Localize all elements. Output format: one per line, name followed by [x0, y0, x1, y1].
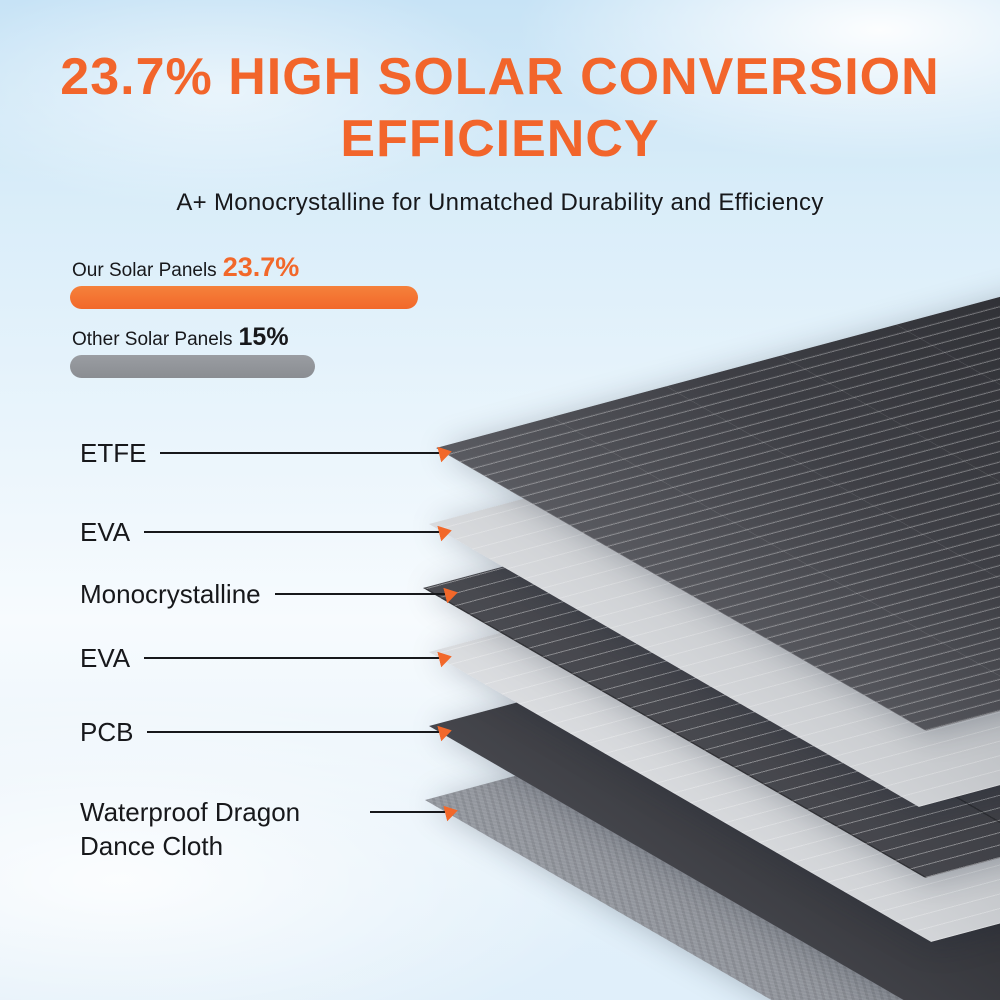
callout-monocrystalline-label: Monocrystalline	[80, 579, 261, 609]
arrow-right-icon	[443, 803, 459, 822]
title-line-2: EFFICIENCY	[340, 110, 660, 169]
callout-eva-bottom: EVA	[80, 641, 452, 675]
callout-eva-bottom-label: EVA	[80, 643, 131, 673]
leader-line	[370, 811, 445, 813]
callout-pcb-label: PCB	[80, 717, 134, 747]
callout-cloth: Waterproof Dragon Dance Cloth	[80, 795, 458, 863]
title-line-1: 23.7% HIGH SOLAR CONVERSION	[60, 48, 940, 106]
header: 23.7% HIGH SOLAR CONVERSION EFFICIENCY A…	[0, 46, 1000, 217]
callout-etfe-label: ETFE	[80, 438, 147, 468]
leader-line	[147, 731, 439, 733]
callout-etfe: ETFE	[80, 436, 452, 470]
our-panels-name: Our Solar Panels	[72, 260, 217, 281]
arrow-right-icon	[437, 523, 453, 542]
arrow-right-icon	[437, 649, 453, 668]
our-panels-label: Our Solar Panels 23.7%	[72, 252, 299, 283]
callout-eva-top-label: EVA	[80, 517, 131, 547]
our-panels-value: 23.7%	[222, 252, 300, 282]
other-panels-value: 15%	[238, 323, 289, 351]
arrow-right-icon	[443, 585, 459, 604]
leader-line	[160, 452, 439, 454]
subtitle: A+ Monocrystalline for Unmatched Durabil…	[176, 188, 824, 216]
leader-line	[144, 657, 439, 659]
callout-cloth-label: Waterproof Dragon Dance Cloth	[80, 797, 301, 861]
our-panels-bar	[70, 286, 418, 309]
other-panels-name: Other Solar Panels	[72, 329, 233, 350]
callout-monocrystalline: Monocrystalline	[80, 577, 458, 611]
leader-line	[144, 531, 439, 533]
callout-pcb: PCB	[80, 715, 452, 749]
leader-line	[274, 593, 445, 595]
arrow-right-icon	[437, 723, 453, 742]
callout-eva-top: EVA	[80, 515, 452, 549]
other-panels-label: Other Solar Panels 15%	[72, 323, 289, 352]
page-title: 23.7% HIGH SOLAR CONVERSION EFFICIENCY	[0, 46, 1000, 171]
arrow-right-icon	[437, 444, 453, 463]
other-panels-bar	[70, 355, 315, 378]
